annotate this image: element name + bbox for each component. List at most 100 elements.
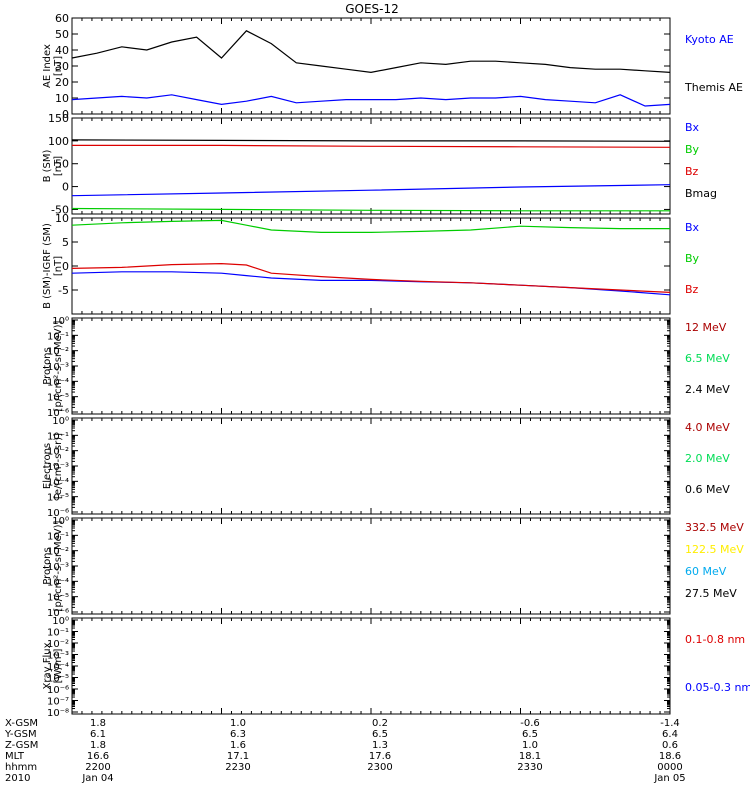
- y-axis-label: B (SM)-IGRF (SM)[nT]: [42, 223, 64, 309]
- legend-entry: 27.5 MeV: [685, 587, 737, 600]
- y-tick-label: 10⁻⁴: [47, 477, 69, 488]
- y-tick-label: 10⁻⁴: [47, 377, 69, 388]
- y-tick-label: 10⁰: [52, 516, 69, 527]
- x-axis-value: 0000: [657, 762, 682, 773]
- y-tick-label: 10⁻³: [47, 362, 69, 373]
- x-axis-value: 2330: [517, 762, 542, 773]
- x-axis-value: 17.1: [227, 751, 249, 762]
- y-tick-label: 10⁻⁸: [47, 708, 69, 719]
- y-axis-label: Protons[p/(cm²-s-sr-MeV)]: [42, 520, 64, 611]
- x-axis-row-label: Y-GSM: [4, 729, 37, 740]
- y-tick-label: 10⁻²: [47, 639, 69, 650]
- x-axis-value: 6.5: [372, 729, 388, 740]
- y-tick-label: 5: [62, 236, 69, 249]
- x-axis-value: 1.6: [230, 740, 246, 751]
- y-tick-label: -5: [58, 284, 69, 297]
- legend-entry: 12 MeV: [685, 321, 727, 334]
- y-tick-label: 0: [62, 108, 69, 121]
- y-tick-label: 10⁻²: [47, 547, 69, 558]
- x-axis-row-label: 2010: [5, 773, 30, 784]
- legend-entry: By: [685, 143, 700, 156]
- x-axis-value: 6.3: [230, 729, 246, 740]
- x-axis-value: 2230: [225, 762, 250, 773]
- x-axis-value: 0.6: [662, 740, 678, 751]
- x-axis-value: 18.1: [519, 751, 541, 762]
- panel-frame: [71, 117, 671, 215]
- x-axis-row-label: MLT: [5, 751, 25, 762]
- series-by: [71, 207, 670, 212]
- y-tick-label: 30: [55, 60, 69, 73]
- legend-entry: Bmag: [685, 187, 717, 200]
- y-tick-label: 10⁻³: [47, 562, 69, 573]
- x-axis-value: 2200: [85, 762, 110, 773]
- legend-entry: 122.5 MeV: [685, 543, 744, 556]
- x-axis-value: -1.4: [660, 718, 680, 729]
- y-tick-label: 10⁻⁵: [47, 593, 69, 604]
- y-tick-label: 50: [55, 28, 69, 41]
- series-kyoto-ae: [71, 94, 671, 107]
- y-tick-label: 10⁻¹: [47, 531, 69, 542]
- y-axis-label: Protons[p/(cm²-s-sr-MeV)]: [42, 320, 64, 411]
- y-tick-label: 10: [55, 92, 69, 105]
- y-tick-label: 10⁻⁶: [47, 408, 69, 419]
- legend-entry: 4.0 MeV: [685, 421, 730, 434]
- y-tick-label: 10⁰: [52, 416, 69, 427]
- y-tick-label: 10⁻⁷: [47, 697, 69, 708]
- y-tick-label: 10⁻⁴: [47, 577, 69, 588]
- series-by: [71, 219, 670, 233]
- x-axis-value: 17.6: [369, 751, 391, 762]
- x-axis-value: 2300: [367, 762, 392, 773]
- x-axis-row-label: hhmm: [5, 762, 37, 773]
- legend-entry: 0.05-0.3 nm: [685, 681, 750, 694]
- y-tick-label: 10⁻⁵: [47, 393, 69, 404]
- y-tick-label: 10⁰: [52, 316, 69, 327]
- x-axis-value: 1.3: [372, 740, 388, 751]
- y-tick-label: 40: [55, 44, 69, 57]
- x-axis-value: 1.0: [522, 740, 538, 751]
- legend-entry: Bz: [685, 165, 699, 178]
- legend-entry: 2.0 MeV: [685, 452, 730, 465]
- y-tick-label: 10⁻⁵: [47, 493, 69, 504]
- panel-b-sm: -50 0 50 100 150 B (SM)[nT] Bx By Bz Bmag: [42, 112, 717, 216]
- panel-ae-index: 0 10 20 30 40 50 60 AE Index[nT] Kyoto AE Themis …: [42, 12, 743, 121]
- y-tick-label: 10⁰: [52, 616, 69, 627]
- y-tick-label: 60: [55, 12, 69, 25]
- legend-entry: 0.1-0.8 nm: [685, 633, 745, 646]
- legend-entry: 332.5 MeV: [685, 521, 744, 534]
- x-axis-value: 18.6: [659, 751, 681, 762]
- series-bmag: [71, 139, 671, 142]
- panel-electrons: 10⁰ 10⁻¹ 10⁻² 10⁻³ 10⁻⁴ 10⁻⁵ 10⁻⁶ Electrons[e/(…: [42, 416, 730, 519]
- legend-entry: By: [685, 252, 700, 265]
- x-axis-value: 16.6: [87, 751, 109, 762]
- y-tick-label: 10⁻²: [47, 447, 69, 458]
- x-axis-value: 0.2: [372, 718, 388, 729]
- y-tick-label: 100: [48, 135, 69, 148]
- series-bx: [71, 271, 671, 296]
- panel-frame: [71, 617, 671, 715]
- y-tick-label: 10⁻³: [47, 462, 69, 473]
- y-tick-label: 150: [48, 112, 69, 125]
- x-axis-value: 1.8: [90, 718, 106, 729]
- legend-entry: 2.4 MeV: [685, 383, 730, 396]
- y-tick-label: 10⁻⁵: [47, 674, 69, 685]
- series-bx: [71, 184, 671, 197]
- legend-entry: Bx: [685, 221, 700, 234]
- x-axis-value: -0.6: [520, 718, 540, 729]
- y-tick-label: -50: [51, 203, 69, 216]
- panel-b-sm-igrf: -5 0 5 10B (SM)-IGRF (SM)[nT] Bx By Bz: [42, 212, 700, 315]
- legend-entry: 0.6 MeV: [685, 483, 730, 496]
- panel-frame: [71, 417, 671, 515]
- legend-entry: Kyoto AE: [685, 33, 734, 46]
- plot-title: GOES-12: [345, 2, 399, 16]
- series-bz: [72, 144, 671, 148]
- y-axis-label: AE Index[nT]: [42, 44, 64, 88]
- legend-entry: 60 MeV: [685, 565, 727, 578]
- panel-protons-2: 10⁰ 10⁻¹ 10⁻² 10⁻³ 10⁻⁴ 10⁻⁵ 10⁻⁶Protons[p/(cm…: [42, 516, 744, 619]
- series-bz: [71, 262, 671, 293]
- x-axis-value: Jan 04: [81, 773, 113, 784]
- y-tick-label: 10⁻⁶: [47, 608, 69, 619]
- y-tick-label: 10⁻¹: [47, 431, 69, 442]
- legend-entry: Bx: [685, 121, 700, 134]
